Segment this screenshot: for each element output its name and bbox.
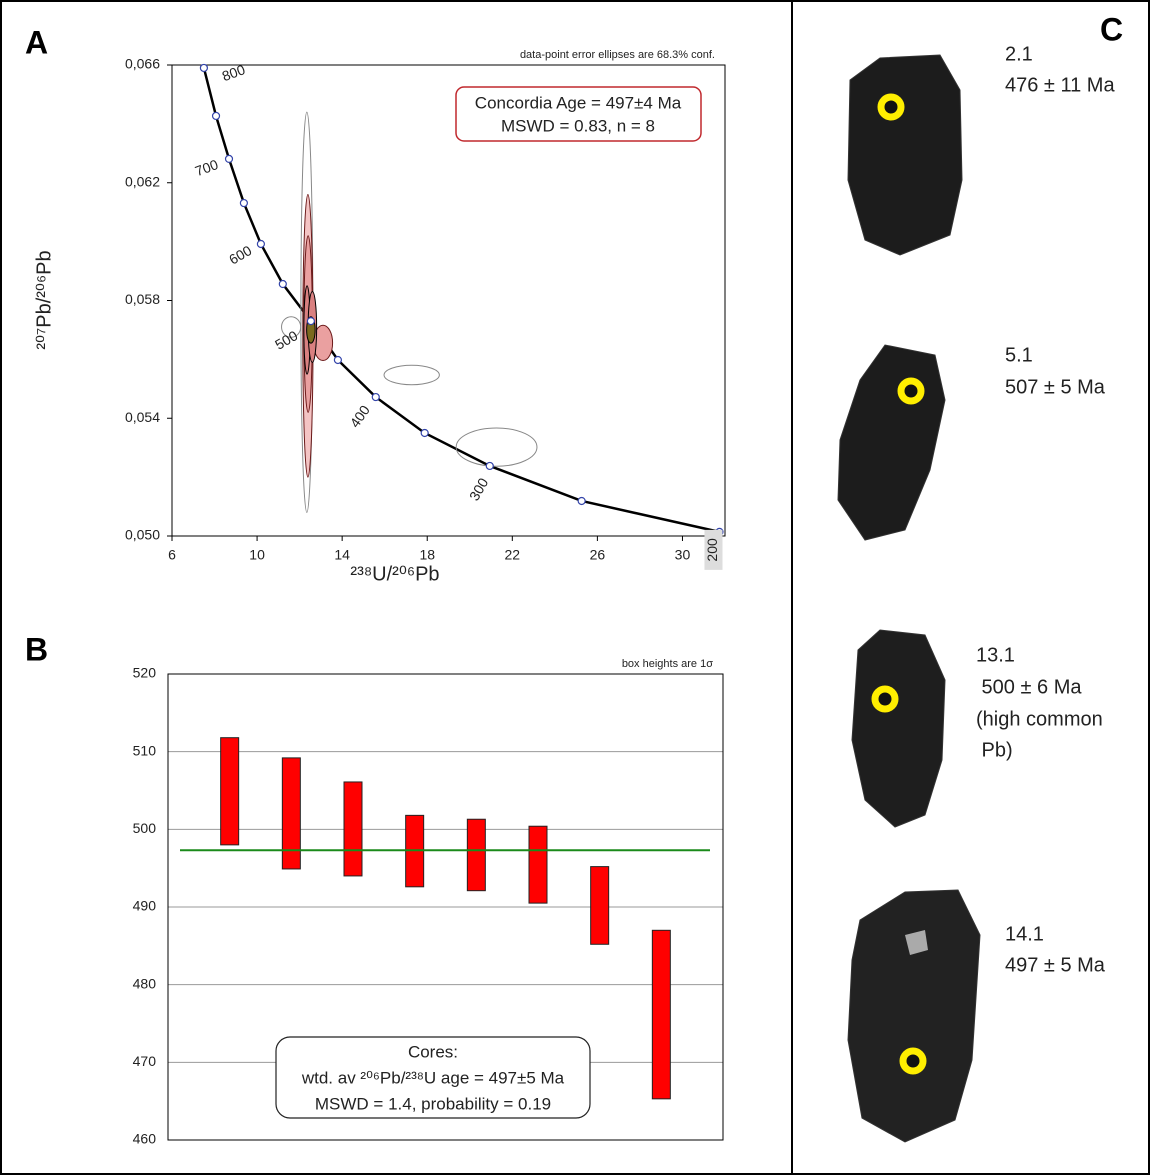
- spot-age: 476 ± 11 Ma: [1005, 74, 1115, 96]
- y-tick-label: 470: [133, 1053, 157, 1069]
- y-tick-label: 460: [133, 1131, 157, 1147]
- x-tick-label: 18: [419, 547, 435, 563]
- error-ellipse: [455, 427, 538, 467]
- analysis-spot: [871, 685, 899, 713]
- annotation: MSWD = 1.4, probability = 0.19: [315, 1094, 551, 1113]
- spot-age: 497 ± 5 Ma: [1005, 954, 1106, 976]
- error-box: [651, 929, 671, 1100]
- annotation-box: [275, 1036, 591, 1119]
- x-tick-label: 26: [590, 547, 606, 563]
- analysis-spot: [899, 1047, 927, 1075]
- x-tick-label: 6: [168, 547, 176, 563]
- y-tick-label: 0,050: [125, 527, 160, 543]
- age-label: 200: [704, 538, 720, 562]
- age-marker: [199, 63, 209, 73]
- y-tick-label: 0,066: [125, 56, 160, 72]
- age-label: 400: [346, 402, 373, 430]
- zircon-grain: [847, 54, 963, 256]
- error-ellipse: [281, 316, 302, 338]
- x-tick-label: 10: [249, 547, 265, 563]
- error-ellipse: [383, 364, 440, 386]
- error-box: [466, 818, 486, 892]
- error-box: [528, 825, 548, 904]
- age-marker: [211, 111, 221, 121]
- y-axis-title: ²⁰⁷Pb/²⁰⁶Pb: [33, 250, 55, 349]
- y-tick-label: 520: [133, 665, 157, 681]
- age-marker: [333, 355, 342, 365]
- error-box: [220, 737, 240, 846]
- note: box heights are 1σ: [622, 658, 713, 670]
- panel-label: A: [25, 24, 48, 60]
- x-tick-label: 14: [334, 547, 350, 563]
- age-marker: [239, 198, 248, 208]
- annotation: Cores:: [408, 1042, 458, 1061]
- age-label: 600: [226, 242, 254, 268]
- age-label: 300: [466, 475, 492, 503]
- x-tick-label: 30: [675, 547, 691, 563]
- y-tick-label: 0,058: [125, 291, 160, 307]
- spot-label: 14.1: [1005, 923, 1044, 945]
- age-marker: [224, 154, 234, 164]
- age-marker: [278, 279, 287, 289]
- y-tick-label: 0,054: [125, 409, 160, 425]
- annotation: Concordia Age = 497±4 Ma: [475, 93, 682, 112]
- y-tick-label: 0,062: [125, 173, 160, 189]
- age-label: 800: [220, 61, 248, 84]
- x-tick-label: 22: [505, 547, 521, 563]
- error-box: [590, 866, 610, 945]
- y-tick-label: 490: [133, 898, 157, 914]
- y-tick-label: 510: [133, 742, 157, 758]
- plot-frame: [167, 673, 724, 1141]
- spot-label: 2.1: [1005, 43, 1033, 65]
- age-label: 700: [193, 156, 221, 179]
- annotation-box: [455, 86, 702, 142]
- age-marker: [485, 461, 494, 471]
- age-marker: [420, 428, 429, 438]
- x-axis-title: ²³⁸U/²⁰⁶Pb: [350, 563, 439, 585]
- error-box: [343, 781, 363, 877]
- age-marker: [256, 239, 266, 249]
- analysis-spot: [897, 377, 925, 405]
- spot-note: Pb): [976, 739, 1013, 761]
- age-marker: [306, 317, 315, 326]
- spot-age: 507 ± 5 Ma: [1005, 376, 1106, 398]
- note: data-point error ellipses are 68.3% conf…: [520, 49, 715, 61]
- spot-age: 500 ± 6 Ma: [976, 676, 1082, 698]
- spot-label: 13.1: [976, 644, 1015, 666]
- spot-label: 5.1: [1005, 344, 1033, 366]
- annotation: MSWD = 0.83, n = 8: [501, 116, 655, 135]
- grain-inclusion: [905, 930, 928, 955]
- age-marker: [371, 392, 380, 402]
- panel-label: B: [25, 631, 48, 667]
- y-tick-label: 480: [133, 975, 157, 991]
- annotation: wtd. av ²⁰⁶Pb/²³⁸U age = 497±5 Ma: [301, 1068, 565, 1087]
- error-box: [281, 757, 301, 870]
- age-label: 500: [272, 327, 300, 353]
- zircon-grain: [847, 889, 981, 1143]
- analysis-spot: [877, 93, 905, 121]
- y-tick-label: 500: [133, 820, 157, 836]
- zircon-grain: [851, 629, 946, 828]
- zircon-grain: [837, 344, 946, 541]
- age-marker: [577, 496, 586, 506]
- panel-label: C: [1100, 11, 1123, 47]
- age-label-bg: [704, 529, 723, 570]
- grain-images: [837, 54, 981, 1143]
- spot-note: (high common: [976, 708, 1103, 730]
